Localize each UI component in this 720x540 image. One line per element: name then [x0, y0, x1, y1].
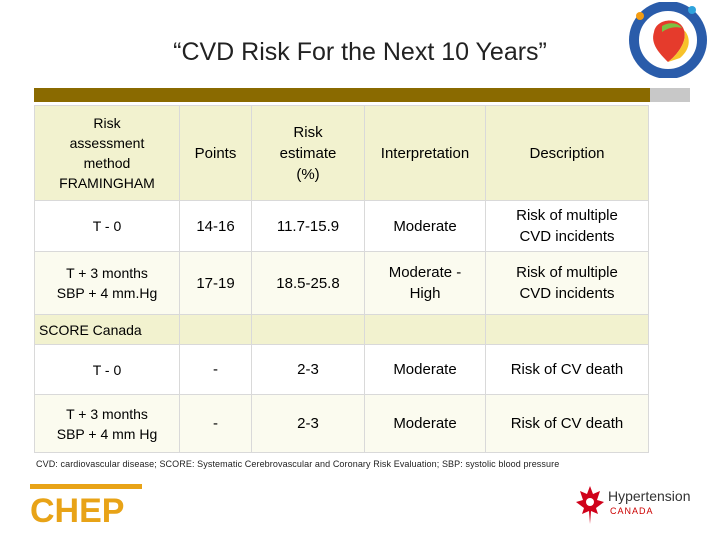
row-description: Risk of CV death — [485, 344, 649, 395]
table-row: T + 3 months SBP + 4 mm.Hg 17-19 18.5-25.… — [34, 251, 649, 315]
row-method: T - 0 — [34, 344, 180, 395]
section-row: SCORE Canada — [34, 314, 649, 345]
row-interpretation: Moderate — [364, 344, 486, 395]
score-canada-logo — [629, 2, 707, 78]
row-points: 17-19 — [179, 251, 252, 315]
slide-title: “CVD Risk For the Next 10 Years” — [173, 38, 547, 66]
header-method: Risk assessment method FRAMINGHAM — [34, 105, 180, 201]
row-estimate: 2-3 — [251, 344, 365, 395]
section-empty-cell — [364, 314, 486, 345]
header-estimate: Risk estimate (%) — [251, 105, 365, 201]
header-points: Points — [179, 105, 252, 201]
hypertension-logo-subtext: CANADA — [610, 506, 654, 516]
row-points: 14-16 — [179, 200, 252, 252]
row-description: Risk of multiple CVD incidents — [485, 251, 649, 315]
table-row: T - 0 - 2-3 Moderate Risk of CV death — [34, 344, 649, 395]
row-interpretation: Moderate — [364, 200, 486, 252]
divider-grey-segment — [650, 88, 690, 102]
row-method: T + 3 months SBP + 4 mm Hg — [34, 394, 180, 453]
divider-brown-segment — [34, 88, 650, 102]
row-method: T + 3 months SBP + 4 mm.Hg — [34, 251, 180, 315]
table-header-row: Risk assessment method FRAMINGHAM Points Ri… — [34, 105, 649, 201]
section-empty-cell — [485, 314, 649, 345]
hypertension-canada-logo — [576, 486, 604, 524]
risk-table: Risk assessment method FRAMINGHAM Points Ri… — [34, 105, 649, 453]
section-label-score-canada: SCORE Canada — [34, 314, 180, 345]
row-estimate: 11.7-15.9 — [251, 200, 365, 252]
row-points: - — [179, 344, 252, 395]
svg-text:CHEP: CHEP — [30, 492, 124, 526]
header-interpretation: Interpretation — [364, 105, 486, 201]
footnote: CVD: cardiovascular disease; SCORE: Syst… — [36, 459, 560, 469]
row-interpretation: Moderate — [364, 394, 486, 453]
hypertension-logo-text: Hypertension — [608, 488, 691, 504]
row-description: Risk of CV death — [485, 394, 649, 453]
row-interpretation: Moderate - High — [364, 251, 486, 315]
section-empty-cell — [179, 314, 252, 345]
chep-logo: CHEP — [30, 484, 142, 526]
row-estimate: 2-3 — [251, 394, 365, 453]
title-divider-bar — [34, 88, 690, 102]
row-points: - — [179, 394, 252, 453]
section-empty-cell — [251, 314, 365, 345]
table-row: T + 3 months SBP + 4 mm Hg - 2-3 Moderate… — [34, 394, 649, 453]
row-description: Risk of multiple CVD incidents — [485, 200, 649, 252]
row-estimate: 18.5-25.8 — [251, 251, 365, 315]
header-description: Description — [485, 105, 649, 201]
table-row: T - 0 14-16 11.7-15.9 Moderate Risk of m… — [34, 200, 649, 252]
row-method: T - 0 — [34, 200, 180, 252]
